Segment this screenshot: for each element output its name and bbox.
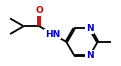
Text: N: N [86, 24, 94, 33]
Text: N: N [86, 51, 94, 60]
Text: O: O [35, 6, 43, 15]
Text: HN: HN [45, 30, 60, 39]
